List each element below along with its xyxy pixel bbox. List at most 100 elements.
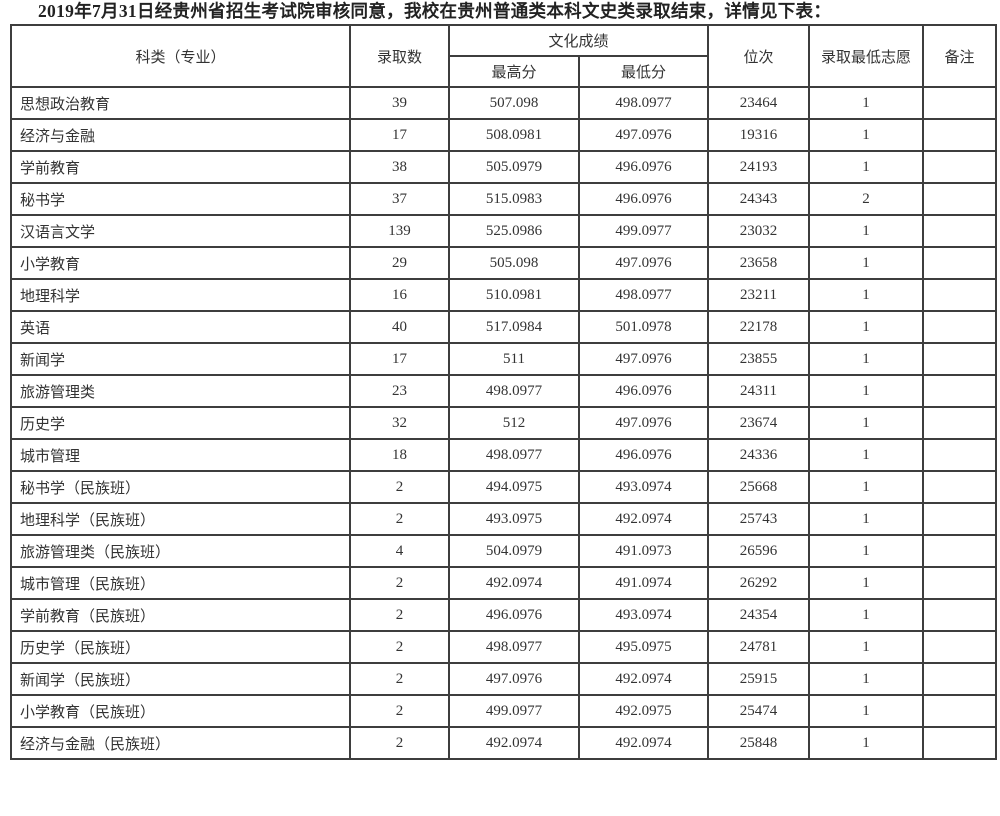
column-header-category: 科类（专业）: [10, 24, 351, 88]
table-header: 科类（专业） 录取数 文化成绩 位次 录取最低志愿 备注 最高分 最低分: [10, 24, 998, 88]
column-header-lowest-preference: 录取最低志愿: [808, 24, 925, 88]
max-score-cell: 507.098: [448, 86, 580, 120]
lowest-preference-cell: 1: [808, 694, 925, 728]
max-score-cell: 511: [448, 342, 580, 376]
admit-count-cell: 2: [349, 502, 450, 536]
admit-count-cell: 39: [349, 86, 450, 120]
remark-cell: [922, 694, 998, 728]
remark-cell: [922, 310, 998, 344]
admit-count-cell: 2: [349, 662, 450, 696]
remark-cell: [922, 118, 998, 152]
admit-count-cell: 2: [349, 694, 450, 728]
max-score-cell: 492.0974: [448, 726, 580, 760]
remark-cell: [922, 214, 998, 248]
min-score-cell: 498.0977: [577, 278, 710, 312]
table-row: 城市管理（民族班） 2 492.0974 491.0974 26292 1: [10, 566, 998, 600]
lowest-preference-cell: 2: [808, 182, 925, 216]
lowest-preference-cell: 1: [808, 246, 925, 280]
category-cell: 城市管理（民族班）: [10, 566, 351, 600]
table-row: 思想政治教育 39 507.098 498.0977 23464 1: [10, 86, 998, 120]
column-header-admit-count: 录取数: [349, 24, 450, 88]
remark-cell: [922, 182, 998, 216]
max-score-cell: 505.098: [448, 246, 580, 280]
category-cell: 英语: [10, 310, 351, 344]
rank-cell: 26596: [707, 534, 811, 568]
lowest-preference-cell: 1: [808, 630, 925, 664]
table-row: 学前教育（民族班） 2 496.0976 493.0974 24354 1: [10, 598, 998, 632]
lowest-preference-cell: 1: [808, 438, 925, 472]
rank-cell: 26292: [707, 566, 811, 600]
category-cell: 秘书学: [10, 182, 351, 216]
admit-count-cell: 2: [349, 470, 450, 504]
remark-cell: [922, 502, 998, 536]
table-row: 经济与金融（民族班） 2 492.0974 492.0974 25848 1: [10, 726, 998, 760]
category-cell: 城市管理: [10, 438, 351, 472]
min-score-cell: 499.0977: [577, 214, 710, 248]
table-row: 学前教育 38 505.0979 496.0976 24193 1: [10, 150, 998, 184]
admit-count-cell: 4: [349, 534, 450, 568]
min-score-cell: 497.0976: [577, 118, 710, 152]
min-score-cell: 497.0976: [577, 246, 710, 280]
admit-count-cell: 2: [349, 726, 450, 760]
remark-cell: [922, 630, 998, 664]
table-row: 历史学 32 512 497.0976 23674 1: [10, 406, 998, 440]
min-score-cell: 492.0975: [577, 694, 710, 728]
remark-cell: [922, 598, 998, 632]
table-row: 秘书学（民族班） 2 494.0975 493.0974 25668 1: [10, 470, 998, 504]
lowest-preference-cell: 1: [808, 118, 925, 152]
table-row: 经济与金融 17 508.0981 497.0976 19316 1: [10, 118, 998, 152]
column-header-remark: 备注: [922, 24, 998, 88]
lowest-preference-cell: 1: [808, 214, 925, 248]
table-row: 地理科学 16 510.0981 498.0977 23211 1: [10, 278, 998, 312]
table-row: 旅游管理类 23 498.0977 496.0976 24311 1: [10, 374, 998, 408]
category-cell: 旅游管理类（民族班）: [10, 534, 351, 568]
lowest-preference-cell: 1: [808, 278, 925, 312]
category-cell: 经济与金融: [10, 118, 351, 152]
max-score-cell: 512: [448, 406, 580, 440]
min-score-cell: 496.0976: [577, 182, 710, 216]
max-score-cell: 504.0979: [448, 534, 580, 568]
min-score-cell: 495.0975: [577, 630, 710, 664]
max-score-cell: 494.0975: [448, 470, 580, 504]
table-row: 小学教育（民族班） 2 499.0977 492.0975 25474 1: [10, 694, 998, 728]
remark-cell: [922, 438, 998, 472]
category-cell: 汉语言文学: [10, 214, 351, 248]
rank-cell: 24336: [707, 438, 811, 472]
admit-count-cell: 17: [349, 342, 450, 376]
min-score-cell: 501.0978: [577, 310, 710, 344]
max-score-cell: 498.0977: [448, 630, 580, 664]
category-cell: 小学教育: [10, 246, 351, 280]
max-score-cell: 510.0981: [448, 278, 580, 312]
rank-cell: 25848: [707, 726, 811, 760]
lowest-preference-cell: 1: [808, 502, 925, 536]
table-row: 汉语言文学 139 525.0986 499.0977 23032 1: [10, 214, 998, 248]
table-row: 小学教育 29 505.098 497.0976 23658 1: [10, 246, 998, 280]
rank-cell: 24354: [707, 598, 811, 632]
lowest-preference-cell: 1: [808, 662, 925, 696]
max-score-cell: 492.0974: [448, 566, 580, 600]
max-score-cell: 498.0977: [448, 438, 580, 472]
lowest-preference-cell: 1: [808, 310, 925, 344]
lowest-preference-cell: 1: [808, 342, 925, 376]
remark-cell: [922, 726, 998, 760]
admit-count-cell: 2: [349, 630, 450, 664]
min-score-cell: 493.0974: [577, 598, 710, 632]
remark-cell: [922, 278, 998, 312]
rank-cell: 24311: [707, 374, 811, 408]
category-cell: 学前教育: [10, 150, 351, 184]
lowest-preference-cell: 1: [808, 406, 925, 440]
max-score-cell: 525.0986: [448, 214, 580, 248]
lowest-preference-cell: 1: [808, 598, 925, 632]
admit-count-cell: 40: [349, 310, 450, 344]
category-cell: 思想政治教育: [10, 86, 351, 120]
admit-count-cell: 38: [349, 150, 450, 184]
rank-cell: 25474: [707, 694, 811, 728]
remark-cell: [922, 470, 998, 504]
remark-cell: [922, 246, 998, 280]
admit-count-cell: 29: [349, 246, 450, 280]
remark-cell: [922, 86, 998, 120]
rank-cell: 24193: [707, 150, 811, 184]
category-cell: 旅游管理类: [10, 374, 351, 408]
admit-count-cell: 23: [349, 374, 450, 408]
